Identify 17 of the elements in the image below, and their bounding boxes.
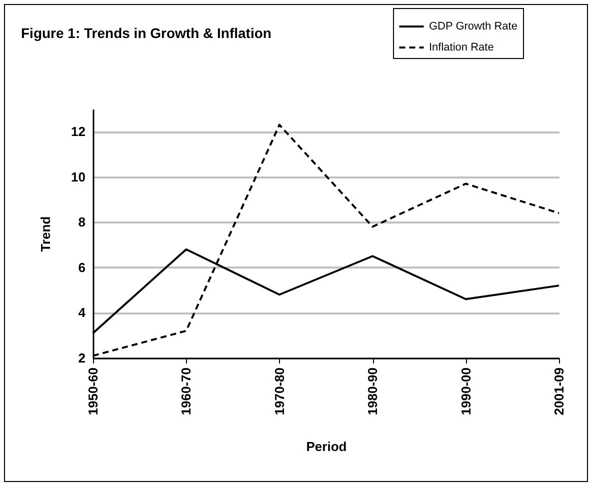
x-tick-label: 1980-90 <box>365 368 380 416</box>
x-axis-title: Period <box>306 439 347 454</box>
y-tick-label: 6 <box>78 260 86 275</box>
y-axis-title: Trend <box>38 216 54 252</box>
x-tick-label: 1950-60 <box>86 368 100 416</box>
y-tick-label: 12 <box>71 124 86 140</box>
legend-label: Inflation Rate <box>429 42 494 54</box>
x-tick-label: 1960-70 <box>178 368 194 416</box>
x-tick-label: 2001-09 <box>552 368 566 416</box>
y-tick-label: 2 <box>78 350 86 366</box>
y-tick-label: 10 <box>71 169 86 184</box>
y-tick-label: 4 <box>78 305 86 320</box>
x-tick-label: 1990-00 <box>458 368 474 416</box>
chart-title: Figure 1: Trends in Growth & Inflation <box>21 25 272 41</box>
legend-label: GDP Growth Rate <box>429 20 518 32</box>
y-tick-label: 8 <box>78 214 86 230</box>
x-tick-label: 1970-80 <box>272 368 287 416</box>
